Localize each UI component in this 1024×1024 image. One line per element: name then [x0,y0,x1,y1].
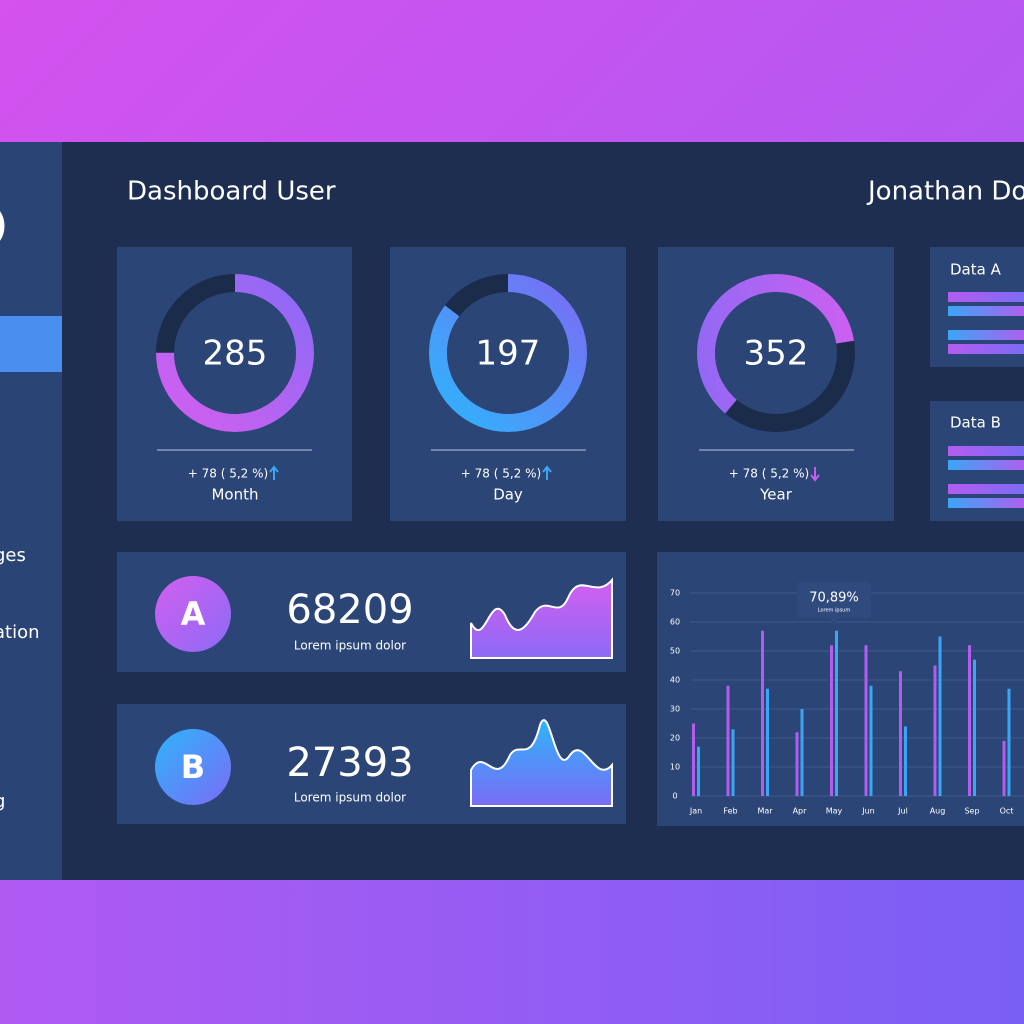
bar [933,665,937,796]
sparkline [470,719,613,807]
badge-letter: A [181,595,206,633]
x-tick-label: Jan [689,807,702,816]
bar [968,645,971,796]
bar [899,671,902,796]
bar [973,659,976,796]
bar [692,723,695,796]
tooltip [797,582,871,618]
y-tick-label: 30 [670,705,680,714]
bar [904,726,907,796]
x-tick-label: Oct [1000,807,1014,816]
x-tick-label: Jul [897,807,908,816]
page-title: Dashboard User [127,177,336,207]
sidebar-active-item[interactable] [0,316,62,372]
arrow-down [810,467,820,482]
bar [795,732,799,796]
hbar [948,292,1024,302]
avatar [0,211,5,241]
stat-change: + 78 ( 5,2 %) [188,467,268,481]
bar [1002,740,1006,796]
bar [726,685,730,796]
bar [835,630,838,796]
bar [1007,688,1011,796]
x-tick-label: Sep [964,807,979,816]
kpi-caption: Lorem ipsum dolor [294,791,406,805]
hbar [948,330,1024,340]
tooltip-caption: Lorem ipsum [818,608,851,614]
hbar [948,460,1024,470]
kpi-value: 27393 [286,740,413,786]
side-card-title: Data B [950,414,1001,432]
donut-arc [429,274,587,432]
stat-value: 197 [476,334,541,374]
bar [830,645,833,796]
stat-card [658,247,894,521]
x-tick-label: Feb [723,807,737,816]
bar [864,645,868,796]
side-bars [948,292,1024,508]
side-card-title: Data A [950,261,1002,279]
sparkline [470,577,613,659]
bar [869,685,873,796]
y-tick-label: 70 [670,589,680,598]
kpi-caption: Lorem ipsum dolor [294,639,406,653]
hbar [948,498,1024,508]
badge-letter: B [181,748,205,786]
y-tick-label: 10 [670,763,680,772]
x-tick-label: Jun [861,807,875,816]
y-tick-label: 20 [670,734,680,743]
x-tick-label: May [826,807,843,816]
sidebar-item[interactable]: ation [0,622,40,643]
stat-value: 352 [744,334,809,374]
donut-arc [156,274,314,432]
x-tick-label: Mar [757,807,773,816]
arrow-up [269,465,279,480]
hbar [948,344,1024,354]
hbar [948,484,1024,494]
bar [766,688,769,796]
bar [800,709,804,796]
stat-value: 285 [203,334,268,374]
tooltip-pointer [829,618,839,624]
stat-change: + 78 ( 5,2 %) [461,467,541,481]
donut-arc [697,274,855,432]
sidebar-item[interactable]: ges [0,545,26,566]
hbar [948,306,1024,316]
arrow-up [542,465,552,480]
stat-card [390,247,626,521]
stat-change: + 78 ( 5,2 %) [729,467,809,481]
bar-chart: 0 10 20 30 40 50 60 70 Jan Feb Mar Apr May Jun Jul Aug S… [670,582,1024,816]
x-tick-label: Aug [930,807,946,816]
x-tick-label: Apr [793,807,808,816]
stat-label: Month [211,486,258,504]
y-tick-label: 50 [670,647,680,656]
y-tick-label: 40 [670,676,680,685]
y-tick-label: 60 [670,618,680,627]
kpi-value: 68209 [286,587,413,633]
bar [761,630,764,796]
y-tick-label: 0 [672,792,677,801]
hbar [948,446,1024,456]
background-bottom [0,880,1024,1024]
stat-card [117,247,352,521]
badge [155,729,231,805]
bar [697,746,700,796]
sidebar [0,142,62,880]
cards [117,247,1024,826]
user-name[interactable]: Jonathan Doe [866,177,1024,207]
tooltip-value: 70,89% [809,591,859,606]
bar [938,636,942,796]
stat-label: Day [493,486,523,504]
bar [731,729,735,796]
stat-label: Year [759,486,793,504]
sidebar-item[interactable]: g [0,791,5,812]
badge [155,576,231,652]
